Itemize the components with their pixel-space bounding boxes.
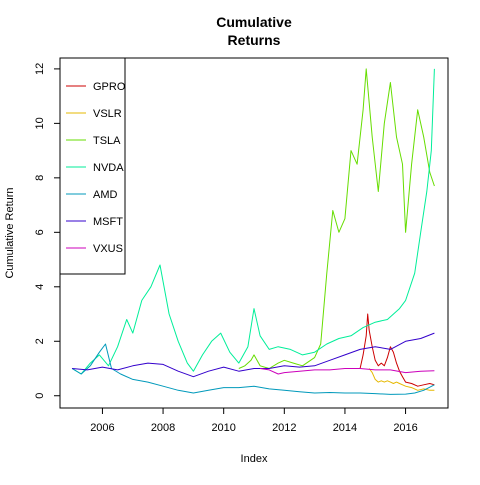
legend-label-nvda: NVDA bbox=[93, 162, 124, 174]
legend-label-gpro: GPRO bbox=[93, 81, 126, 93]
y-tick-label: 2 bbox=[34, 338, 46, 344]
chart-title-line-1: Cumulative bbox=[216, 14, 292, 30]
x-tick-label: 2014 bbox=[333, 422, 357, 434]
series-line-vxus bbox=[260, 368, 435, 375]
legend-label-vxus: VXUS bbox=[93, 243, 123, 255]
x-tick-label: 2016 bbox=[393, 422, 417, 434]
y-tick-label: 4 bbox=[34, 284, 46, 290]
legend-label-vslr: VSLR bbox=[93, 108, 122, 120]
legend-label-tsla: TSLA bbox=[93, 135, 121, 147]
plot-area bbox=[71, 68, 435, 395]
series-line-nvda bbox=[71, 68, 435, 375]
x-axis: 2006 2008 2010 2012 2014 2016 bbox=[90, 407, 418, 434]
y-tick-label: 0 bbox=[34, 393, 46, 399]
legend-box bbox=[59, 57, 126, 275]
x-tick-label: 2008 bbox=[151, 422, 175, 434]
chart-title-line-2: Returns bbox=[228, 32, 281, 48]
series-line-tsla bbox=[238, 68, 435, 369]
legend-label-msft: MSFT bbox=[93, 216, 123, 228]
y-tick-label: 8 bbox=[34, 175, 46, 181]
y-tick-label: 6 bbox=[34, 229, 46, 235]
y-tick-label: 12 bbox=[34, 63, 46, 75]
x-tick-label: 2010 bbox=[211, 422, 235, 434]
x-tick-label: 2006 bbox=[90, 422, 114, 434]
y-axis-label: Cumulative Return bbox=[4, 187, 16, 278]
legend-label-amd: AMD bbox=[93, 189, 118, 201]
series-line-msft bbox=[72, 332, 435, 378]
x-tick-label: 2012 bbox=[272, 422, 296, 434]
series-line-vslr bbox=[368, 368, 435, 391]
y-tick-label: 10 bbox=[34, 117, 46, 129]
series-line-amd bbox=[71, 343, 435, 395]
legend: GPRO VSLR TSLA NVDA AMD MSFT VXUS bbox=[59, 57, 126, 275]
series-line-gpro bbox=[359, 313, 435, 387]
y-axis: 0 2 4 6 8 10 12 bbox=[34, 63, 61, 399]
x-axis-label: Index bbox=[241, 453, 268, 465]
